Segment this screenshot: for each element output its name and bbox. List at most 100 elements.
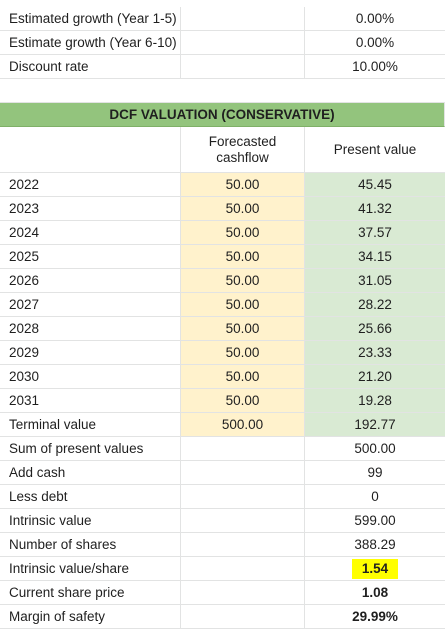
table-row: 2024 50.00 37.57 [0,221,445,245]
column-header-cashflow[interactable]: Forecasted cashflow [181,127,305,173]
summary-label[interactable]: Intrinsic value [0,509,181,533]
cashflow-cell[interactable]: 50.00 [181,245,305,269]
cell-empty[interactable] [181,509,305,533]
cashflow-cell[interactable]: 50.00 [181,293,305,317]
cell-label[interactable]: Estimate growth (Year 6-10) [0,31,181,55]
section-header-row: DCF VALUATION (CONSERVATIVE) [0,103,445,127]
cashflow-cell[interactable]: 50.00 [181,341,305,365]
table-row: 2025 50.00 34.15 [0,245,445,269]
table-row: 2029 50.00 23.33 [0,341,445,365]
summary-row: Sum of present values 500.00 [0,437,445,461]
year-label[interactable]: 2028 [0,317,181,341]
year-label[interactable]: 2026 [0,269,181,293]
present-value-cell[interactable]: 31.05 [305,269,445,293]
intrinsic-value-per-share-highlight: 1.54 [351,558,399,579]
summary-value[interactable]: 1.08 [305,581,445,605]
summary-row: Less debt 0 [0,485,445,509]
cell-empty[interactable] [181,485,305,509]
cell-empty[interactable] [181,533,305,557]
cell-empty[interactable] [0,127,181,173]
cashflow-cell[interactable]: 50.00 [181,221,305,245]
table-row: 2023 50.00 41.32 [0,197,445,221]
summary-row: Current share price 1.08 [0,581,445,605]
cell-empty[interactable] [0,79,181,103]
present-value-cell[interactable]: 19.28 [305,389,445,413]
present-value-cell[interactable]: 192.77 [305,413,445,437]
year-label[interactable]: 2024 [0,221,181,245]
summary-label[interactable]: Add cash [0,461,181,485]
cell-empty[interactable] [181,55,305,79]
cell-label[interactable]: Estimated growth (Year 1-5) [0,7,181,31]
cell-empty[interactable] [181,461,305,485]
summary-label[interactable]: Number of shares [0,533,181,557]
table-row: 2031 50.00 19.28 [0,389,445,413]
summary-value[interactable]: 388.29 [305,533,445,557]
cashflow-cell[interactable]: 50.00 [181,269,305,293]
cell-empty[interactable] [181,581,305,605]
year-label[interactable]: 2029 [0,341,181,365]
cashflow-cell[interactable]: 50.00 [181,365,305,389]
cell-empty[interactable] [305,79,445,103]
column-header-present-value[interactable]: Present value [305,127,445,173]
summary-value[interactable]: 99 [305,461,445,485]
cell-value[interactable]: 10.00% [305,55,445,79]
section-title[interactable]: DCF VALUATION (CONSERVATIVE) [0,103,445,127]
summary-row: Intrinsic value 599.00 [0,509,445,533]
cashflow-cell[interactable]: 50.00 [181,389,305,413]
year-label[interactable]: 2027 [0,293,181,317]
row-discount-rate: Discount rate 10.00% [0,55,445,79]
cell-empty[interactable] [181,437,305,461]
present-value-cell[interactable]: 45.45 [305,173,445,197]
table-row: 2030 50.00 21.20 [0,365,445,389]
present-value-cell[interactable]: 21.20 [305,365,445,389]
summary-value[interactable]: 0 [305,485,445,509]
cell-empty[interactable] [181,557,305,581]
year-label[interactable]: 2030 [0,365,181,389]
column-header-row: Forecasted cashflow Present value [0,127,445,173]
cell-value[interactable]: 0.00% [305,31,445,55]
summary-label[interactable]: Less debt [0,485,181,509]
summary-label[interactable]: Intrinsic value/share [0,557,181,581]
cell-label[interactable]: Discount rate [0,55,181,79]
present-value-cell[interactable]: 23.33 [305,341,445,365]
cashflow-cell[interactable]: 50.00 [181,317,305,341]
table-row: 2022 50.00 45.45 [0,173,445,197]
present-value-cell[interactable]: 25.66 [305,317,445,341]
summary-value[interactable]: 29.99% [305,605,445,629]
intrinsic-value-per-share-cell[interactable]: 1.54 [305,557,445,581]
summary-row: Add cash 99 [0,461,445,485]
table-row: 2028 50.00 25.66 [0,317,445,341]
terminal-value-row: Terminal value 500.00 192.77 [0,413,445,437]
row-growth-6-10: Estimate growth (Year 6-10) 0.00% [0,31,445,55]
cashflow-cell[interactable]: 50.00 [181,197,305,221]
row-blank [0,79,445,103]
summary-row: Intrinsic value/share 1.54 [0,557,445,581]
year-label[interactable]: 2025 [0,245,181,269]
terminal-value-label[interactable]: Terminal value [0,413,181,437]
year-label[interactable]: 2023 [0,197,181,221]
summary-label[interactable]: Current share price [0,581,181,605]
cell-empty[interactable] [181,7,305,31]
present-value-cell[interactable]: 37.57 [305,221,445,245]
present-value-cell[interactable]: 28.22 [305,293,445,317]
summary-value[interactable]: 500.00 [305,437,445,461]
cashflow-cell[interactable]: 500.00 [181,413,305,437]
row-growth-1-5: Estimated growth (Year 1-5) 0.00% [0,7,445,31]
year-label[interactable]: 2022 [0,173,181,197]
table-row: 2026 50.00 31.05 [0,269,445,293]
summary-value[interactable]: 599.00 [305,509,445,533]
cell-value[interactable]: 0.00% [305,7,445,31]
cell-empty[interactable] [181,605,305,629]
cell-empty[interactable] [181,31,305,55]
summary-label[interactable]: Sum of present values [0,437,181,461]
cashflow-cell[interactable]: 50.00 [181,173,305,197]
present-value-cell[interactable]: 34.15 [305,245,445,269]
cell-empty[interactable] [181,79,305,103]
table-row: 2027 50.00 28.22 [0,293,445,317]
present-value-cell[interactable]: 41.32 [305,197,445,221]
summary-row: Number of shares 388.29 [0,533,445,557]
year-label[interactable]: 2031 [0,389,181,413]
summary-label[interactable]: Margin of safety [0,605,181,629]
summary-row: Margin of safety 29.99% [0,605,445,629]
